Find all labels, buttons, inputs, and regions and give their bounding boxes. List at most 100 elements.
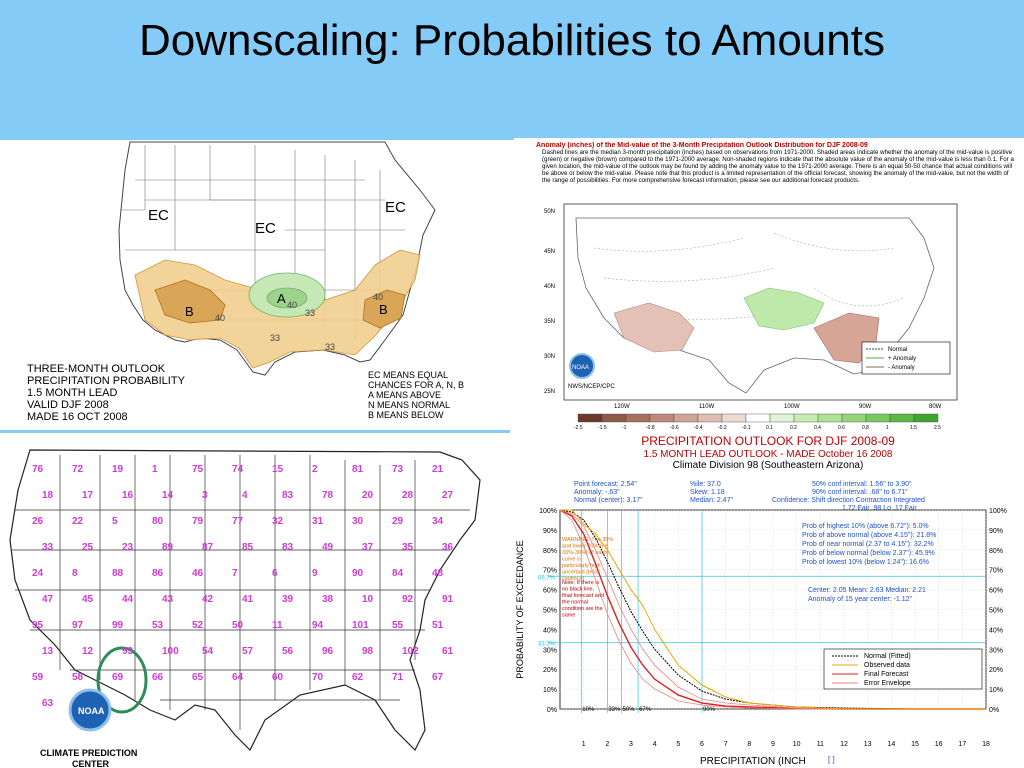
anomaly-color-scale: -2.5 -1.5 -1 -0.8 -0.6 -0.4 -0.2 -0.1 0.1 0.2 0.4 0…	[574, 413, 941, 430]
x-tick-label: 3	[629, 741, 633, 748]
x-tick-label: 14	[887, 741, 895, 748]
contour-label: 40	[287, 300, 297, 310]
scale-swatch	[673, 413, 699, 423]
division-number: 69	[112, 672, 124, 683]
division-lines	[12, 455, 470, 730]
x-tick-label: 5	[676, 741, 680, 748]
division-number: 35	[402, 542, 414, 553]
division-number: 85	[242, 542, 254, 553]
left-mark: 66.7%	[538, 575, 556, 581]
prob-line: Prob of lowest 10% (below 1.24"): 16.6%	[802, 559, 929, 566]
y-tick-label-right: 60%	[989, 588, 1003, 595]
division-number: 88	[112, 568, 124, 579]
svg-text:B MEANS BELOW: B MEANS BELOW	[368, 410, 444, 420]
y-tick-label-right: 100%	[989, 508, 1007, 515]
svg-text:NOAA: NOAA	[572, 365, 589, 371]
y-tick-label-right: 10%	[989, 687, 1003, 694]
series-line	[559, 509, 986, 710]
division-number: 51	[432, 620, 444, 631]
division-number: 94	[312, 620, 324, 631]
division-number: 25	[82, 542, 94, 553]
scale-swatch	[649, 413, 675, 423]
warning-text: 33%-30%) of each	[562, 550, 607, 556]
division-number: 97	[72, 620, 84, 631]
division-number: 58	[72, 672, 84, 683]
division-number: 60	[272, 672, 284, 683]
scale-swatch	[745, 413, 771, 423]
svg-text:PRECIPITATION PROBABILITY: PRECIPITATION PROBABILITY	[27, 375, 186, 387]
svg-text:80W: 80W	[929, 404, 942, 410]
division-number: 23	[122, 542, 134, 553]
division-number: 38	[322, 594, 334, 605]
bottom-mark: 50%	[623, 707, 636, 713]
x-tick-label: 18	[982, 741, 990, 748]
above-label: A	[277, 291, 286, 306]
division-number: 96	[322, 646, 334, 657]
y-tick-label-right: 0%	[989, 707, 999, 714]
x-tick-label: 4	[653, 741, 657, 748]
scale-swatch	[697, 413, 723, 423]
division-number: 6	[272, 568, 278, 579]
y-tick-label: 70%	[543, 568, 557, 575]
scale-swatch	[577, 413, 603, 423]
below-region-dark-se	[362, 289, 406, 329]
title-band	[0, 0, 1024, 140]
division-number: 30	[352, 516, 364, 527]
division-number: 83	[282, 542, 294, 553]
y-tick-label-right: 90%	[989, 528, 1003, 535]
chart-stat: 50% conf interval: 1.56" to 3.90"	[812, 481, 912, 488]
division-number: 9	[312, 568, 318, 579]
division-number: 92	[402, 594, 414, 605]
anomaly-map: Anomaly (inches) of the Mid-value of the…	[514, 138, 1024, 430]
warning-text: curve is	[562, 557, 581, 563]
prob-line: Prob of highest 10% (above 6.72"): 5.0%	[802, 523, 929, 530]
warning-text: and lower 70% (i.e.	[562, 544, 610, 550]
division-number: 16	[122, 490, 134, 501]
scale-swatch	[817, 413, 843, 423]
outlook-legend: EC MEANS EQUAL CHANCES FOR A, N, B A MEA…	[368, 370, 464, 420]
svg-text:35N: 35N	[544, 319, 555, 325]
x-tick-label: 7	[724, 741, 728, 748]
division-number: 72	[72, 464, 84, 475]
scale-label: -0.1	[742, 425, 751, 430]
x-tick-label: 10	[793, 741, 801, 748]
chart-stat: Skew: 1.18	[690, 489, 725, 496]
division-number: 55	[392, 620, 404, 631]
confidence-values: 1.72 Fair .98 Lo .17 Fair	[842, 505, 917, 512]
center-stat: Center: 2.05 Mean: 2.63 Median: 2.21	[808, 587, 926, 594]
division-number: 7	[232, 568, 238, 579]
scale-label: -0.6	[670, 425, 679, 430]
division-number: 43	[162, 594, 174, 605]
division-number: 22	[72, 516, 84, 527]
division-number: 61	[442, 646, 454, 657]
scale-label: 0.2	[790, 425, 797, 430]
division-number: 12	[82, 646, 94, 657]
contour-label: 40	[373, 292, 383, 302]
svg-text:N MEANS NORMAL: N MEANS NORMAL	[368, 400, 450, 410]
anomaly-title: Anomaly (inches) of the Mid-value of the…	[536, 142, 868, 149]
scale-swatch	[793, 413, 819, 423]
svg-text:120W: 120W	[614, 404, 630, 410]
svg-text:MADE 16 OCT 2008: MADE 16 OCT 2008	[27, 411, 128, 423]
division-number: 47	[42, 594, 54, 605]
note-text: no black line,	[562, 587, 595, 593]
division-number: 89	[162, 542, 174, 553]
division-number: 50	[232, 620, 244, 631]
center-stat: Anomaly of 15 year center: -1.12"	[808, 596, 913, 603]
exceedance-chart-svg: PRECIPITATION OUTLOOK FOR DJF 2008-09 1.…	[512, 434, 1024, 768]
svg-text:30N: 30N	[544, 354, 555, 360]
scale-swatch	[865, 413, 891, 423]
chart-title-2: 1.5 MONTH LEAD OUTLOOK - MADE October 16…	[644, 449, 893, 460]
division-number: 34	[432, 516, 444, 527]
division-number: 41	[242, 594, 254, 605]
division-number: 101	[352, 620, 369, 631]
bottom-mark: 10%	[582, 707, 595, 713]
noaa-logo: NOAA	[569, 353, 595, 379]
outlook-map-svg: EC EC EC A B B 40 33 33 40 33 40 THREE-M…	[25, 140, 510, 432]
division-number: 3	[202, 490, 208, 501]
scale-swatch	[769, 413, 795, 423]
division-caption: CLIMATE PREDICTION	[40, 748, 137, 758]
division-number: 13	[42, 646, 54, 657]
chart-stat: 90% conf interval: .68" to 6.71"	[812, 489, 908, 496]
division-number: 10	[362, 594, 374, 605]
